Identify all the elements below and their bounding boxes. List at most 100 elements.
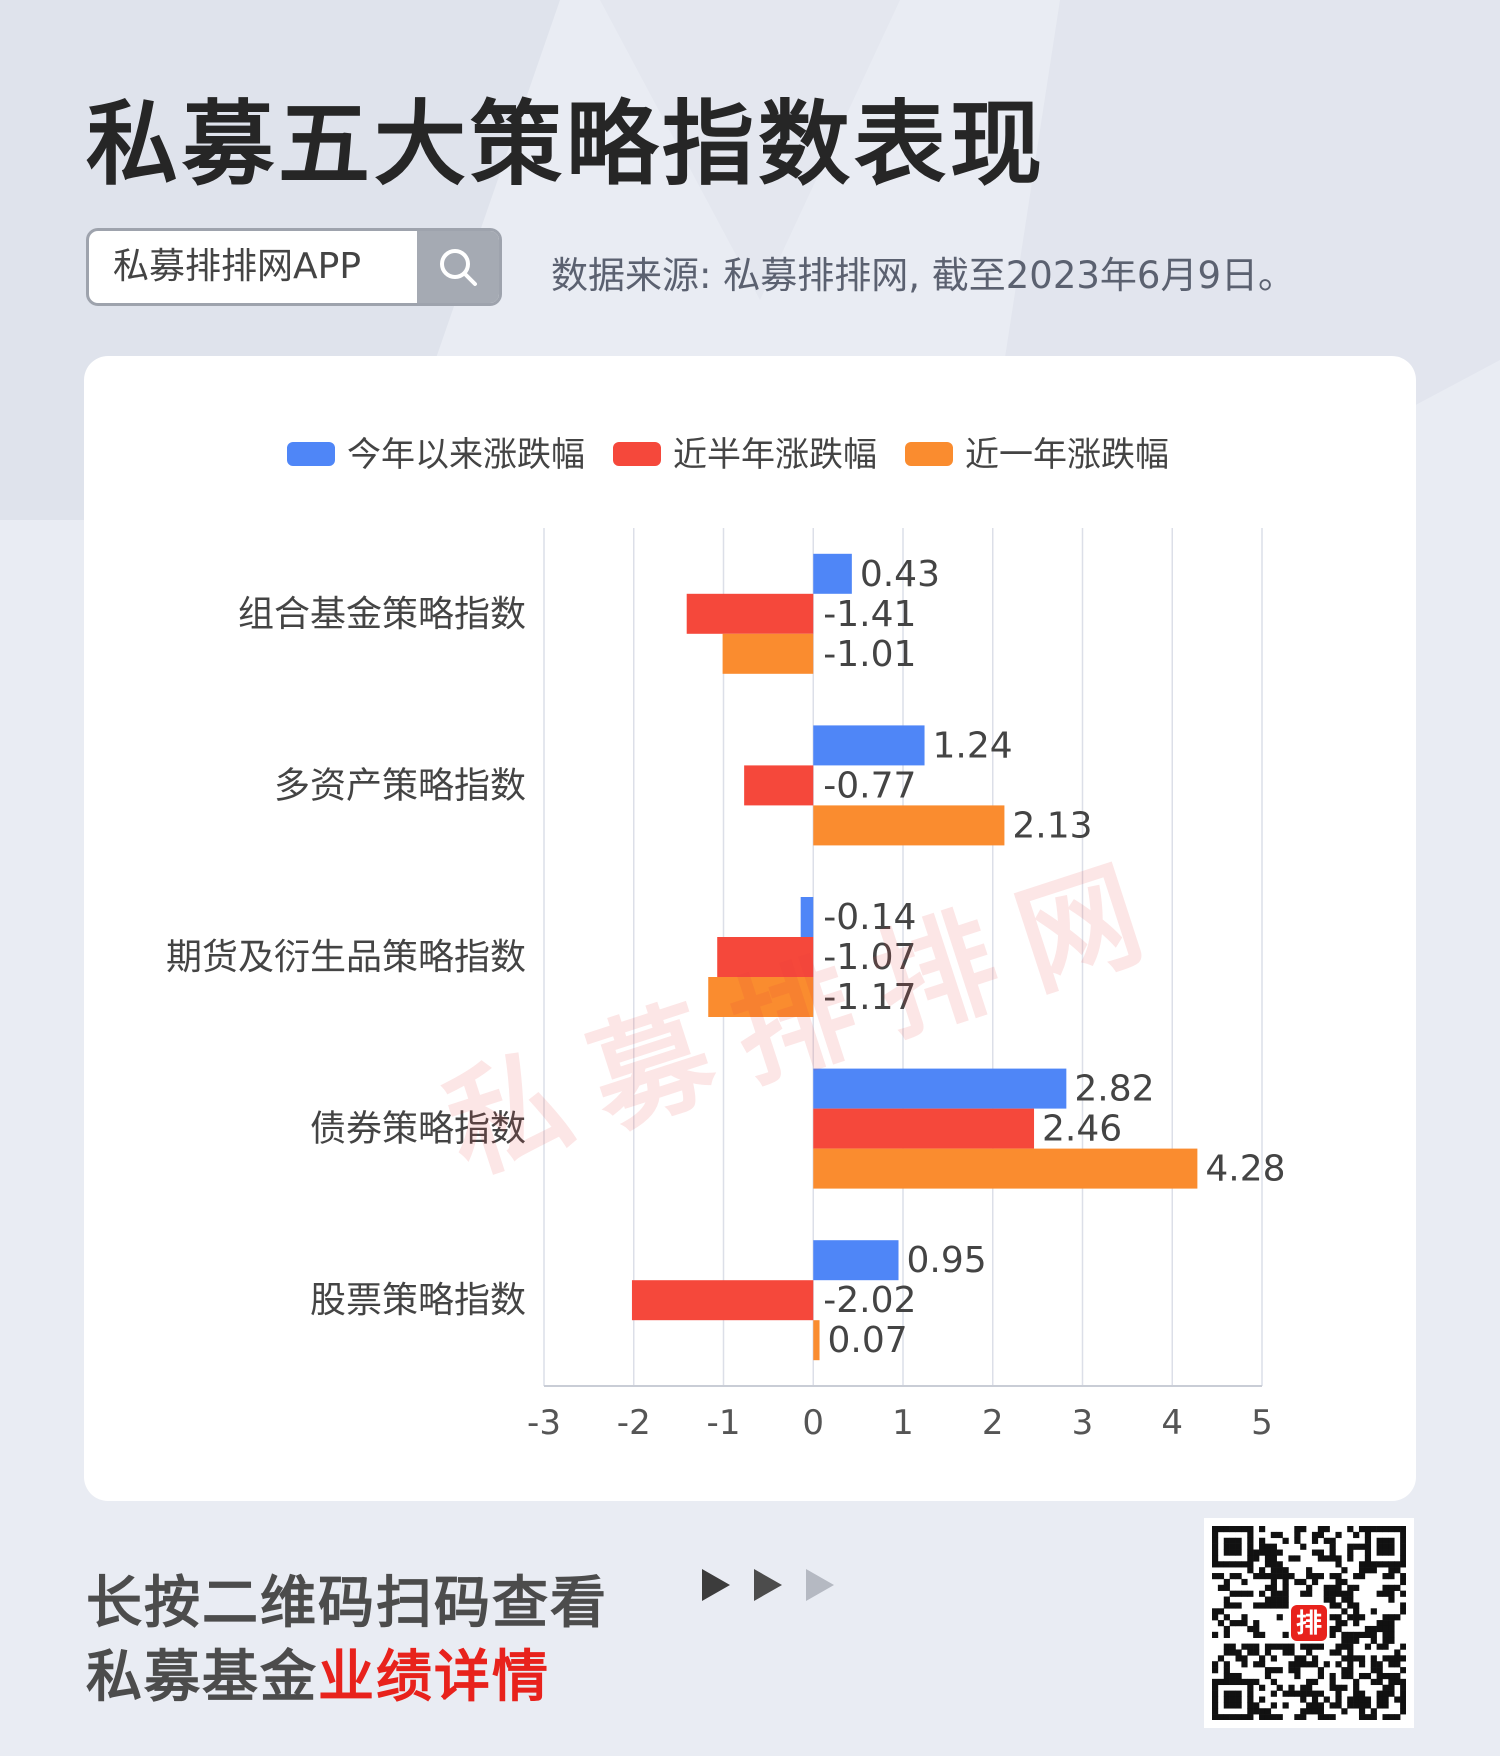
qr-module	[1217, 1573, 1225, 1580]
qr-module	[1235, 1549, 1242, 1556]
qr-module	[1247, 1696, 1254, 1703]
qr-module	[1300, 1526, 1307, 1533]
qr-module	[1235, 1696, 1242, 1703]
qr-module	[1282, 1596, 1289, 1603]
data-source: 数据来源: 私募排排网, 截至2023年6月9日。	[551, 254, 1295, 297]
qr-module	[1270, 1690, 1277, 1697]
qr-module	[1264, 1543, 1272, 1550]
qr-module	[1247, 1555, 1254, 1562]
qr-module	[1382, 1625, 1389, 1633]
data-label: -1.41	[823, 594, 916, 635]
qr-module	[1382, 1584, 1389, 1591]
bar	[813, 725, 925, 766]
qr-module	[1329, 1584, 1336, 1591]
qr-module	[1217, 1714, 1225, 1721]
qr-module	[1341, 1608, 1348, 1615]
qr-module	[1400, 1590, 1407, 1597]
qr-module	[1317, 1690, 1324, 1697]
qr-module	[1376, 1678, 1383, 1686]
qr-module	[1335, 1620, 1342, 1627]
qr-module	[1306, 1708, 1313, 1715]
qr-module	[1212, 1573, 1219, 1580]
page-title: 私募五大策略指数表现	[86, 91, 1047, 198]
qr-module	[1358, 1672, 1366, 1680]
qr-module	[1382, 1690, 1389, 1697]
search-button[interactable]	[417, 231, 499, 303]
y-tick-label: 多资产策略指数	[274, 765, 526, 806]
qr-module	[1382, 1684, 1389, 1691]
arrow-indicators	[702, 1569, 834, 1601]
qr-module	[1317, 1526, 1324, 1533]
qr-module	[1282, 1578, 1289, 1586]
qr-module	[1364, 1537, 1372, 1544]
qr-module	[1259, 1684, 1266, 1691]
qr-module	[1358, 1561, 1366, 1568]
qr-code[interactable]: 排	[1204, 1518, 1414, 1728]
qr-module	[1247, 1678, 1254, 1686]
qr-module	[1311, 1578, 1319, 1586]
qr-module	[1253, 1549, 1260, 1556]
qr-module	[1259, 1549, 1266, 1556]
qr-module	[1370, 1661, 1377, 1668]
qr-module	[1217, 1561, 1225, 1568]
qr-module	[1306, 1643, 1313, 1650]
qr-module	[1329, 1590, 1336, 1597]
qr-module	[1382, 1549, 1389, 1556]
legend-swatch	[613, 442, 661, 466]
qr-module	[1353, 1602, 1360, 1609]
qr-module	[1276, 1614, 1283, 1621]
qr-module	[1400, 1578, 1407, 1586]
qr-module	[1282, 1567, 1289, 1574]
qr-module	[1229, 1696, 1236, 1703]
qr-module	[1358, 1543, 1366, 1550]
qr-module	[1323, 1526, 1330, 1533]
qr-module	[1353, 1543, 1360, 1550]
qr-module	[1247, 1684, 1254, 1691]
qr-module	[1235, 1672, 1242, 1680]
qr-module	[1270, 1578, 1277, 1586]
qr-module	[1323, 1661, 1330, 1668]
x-tick-label: -2	[617, 1403, 651, 1443]
qr-module	[1223, 1578, 1230, 1586]
qr-module	[1229, 1690, 1236, 1697]
qr-module	[1353, 1608, 1360, 1615]
qr-module	[1400, 1702, 1407, 1709]
qr-module	[1235, 1590, 1242, 1597]
qr-module	[1247, 1567, 1254, 1574]
qr-module	[1300, 1690, 1307, 1697]
qr-module	[1306, 1684, 1313, 1691]
qr-module	[1400, 1667, 1407, 1674]
qr-module	[1358, 1702, 1366, 1709]
data-label: 2.46	[1042, 1109, 1122, 1150]
qr-module	[1270, 1590, 1277, 1597]
qr-module	[1341, 1655, 1348, 1662]
qr-module	[1253, 1678, 1260, 1686]
qr-module	[1335, 1573, 1342, 1580]
qr-module	[1358, 1614, 1366, 1621]
qr-module	[1388, 1625, 1395, 1633]
qr-module	[1400, 1690, 1407, 1697]
qr-module	[1259, 1573, 1266, 1580]
qr-module	[1270, 1531, 1277, 1539]
qr-module	[1253, 1708, 1260, 1715]
qr-module	[1276, 1667, 1283, 1674]
qr-module	[1217, 1584, 1225, 1591]
qr-module	[1347, 1526, 1354, 1533]
qr-module	[1264, 1573, 1272, 1580]
search-box[interactable]: 私募排排网APP	[86, 228, 502, 306]
qr-module	[1329, 1714, 1336, 1721]
qr-module	[1253, 1631, 1260, 1638]
qr-module	[1400, 1555, 1407, 1562]
qr-module	[1241, 1714, 1248, 1721]
qr-module	[1323, 1537, 1330, 1544]
qr-module	[1212, 1678, 1219, 1686]
qr-module	[1335, 1690, 1342, 1697]
y-tick-label: 股票策略指数	[310, 1280, 526, 1321]
qr-module	[1347, 1614, 1354, 1621]
qr-module	[1270, 1643, 1277, 1650]
qr-module	[1294, 1672, 1301, 1680]
qr-module	[1306, 1678, 1313, 1686]
qr-module	[1247, 1590, 1254, 1597]
qr-module	[1311, 1643, 1319, 1650]
